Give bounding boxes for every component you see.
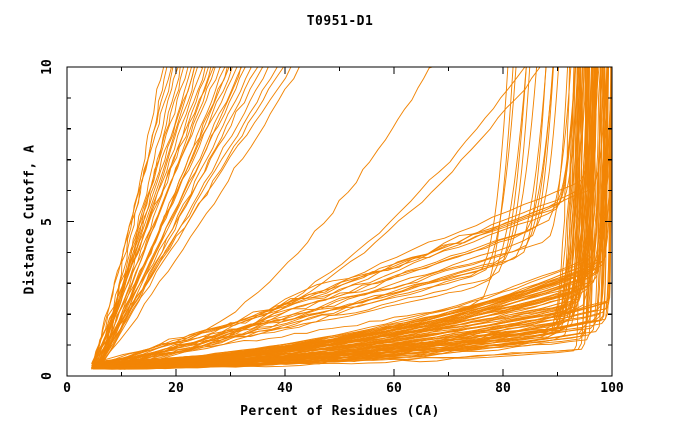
x-tick-label: 100 — [600, 381, 624, 396]
x-tick-label: 60 — [386, 381, 402, 396]
y-tick-label: 10 — [40, 59, 55, 75]
y-tick-label: 5 — [40, 217, 55, 226]
x-tick-label: 80 — [495, 381, 511, 396]
x-axis-label: Percent of Residues (CA) — [240, 404, 440, 419]
axes-frame — [66, 66, 613, 377]
x-tick-label: 40 — [277, 381, 293, 396]
chart-title: T0951-D1 — [306, 14, 374, 29]
data-curves — [91, 67, 612, 370]
y-tick-label: 0 — [40, 372, 55, 380]
x-tick-label: 0 — [63, 381, 71, 396]
x-tick-label: 20 — [168, 381, 184, 396]
